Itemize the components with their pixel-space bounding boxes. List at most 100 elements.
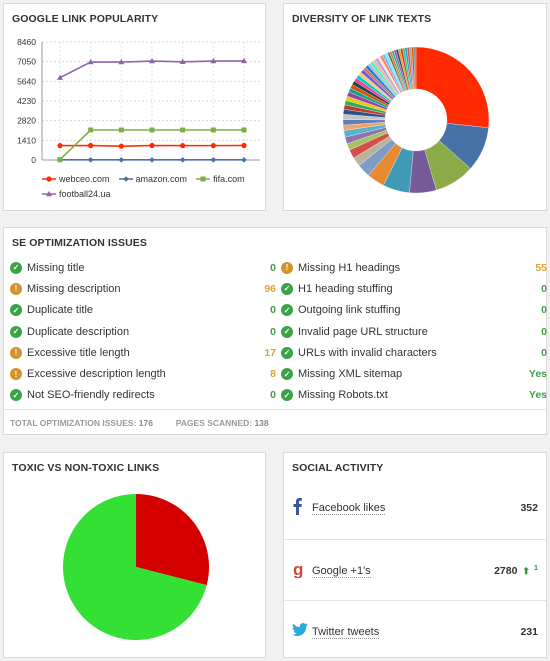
warning-icon: ! xyxy=(281,261,293,274)
issue-label: Missing title xyxy=(27,261,85,274)
data-point-amazon.com[interactable] xyxy=(87,157,94,163)
issue-label: Not SEO-friendly redirects xyxy=(27,389,155,402)
check-icon: ✓ xyxy=(10,304,22,317)
issue-label: Missing XML sitemap xyxy=(298,368,403,381)
data-point-fifa.com[interactable] xyxy=(88,127,94,133)
toxic-links-slice[interactable] xyxy=(136,494,209,586)
legend-marker[interactable] xyxy=(46,176,52,182)
issue-row[interactable]: ✓ Missing title 0 xyxy=(10,257,276,278)
issue-row[interactable]: ! Missing description 96 xyxy=(10,278,276,299)
data-point-amazon.com[interactable] xyxy=(210,157,217,163)
svg-text:g: g xyxy=(293,560,303,578)
issue-row[interactable]: ✓ Duplicate title 0 xyxy=(10,300,276,321)
check-icon: ✓ xyxy=(10,389,22,402)
legend-marker[interactable] xyxy=(46,190,52,197)
issue-value: 0 xyxy=(541,325,547,338)
data-point-football24.ua[interactable] xyxy=(118,58,125,65)
se-issues-title: SE OPTIMIZATION ISSUES xyxy=(12,237,148,249)
data-point-fifa.com[interactable] xyxy=(241,127,247,133)
issue-row[interactable]: ✓ Missing XML sitemap Yes xyxy=(281,363,547,384)
legend-item-football24.ua[interactable]: football24.ua xyxy=(42,187,111,201)
data-point-amazon.com[interactable] xyxy=(149,157,155,163)
legend-label: webceo.com xyxy=(59,174,110,184)
twitter-icon xyxy=(292,623,308,642)
social-label-google[interactable]: Google +1's xyxy=(312,565,371,578)
issue-label: Missing H1 headings xyxy=(298,261,401,274)
data-point-fifa.com[interactable] xyxy=(149,127,155,133)
data-point-football24.ua[interactable] xyxy=(210,57,217,64)
link-text-slice[interactable] xyxy=(413,46,417,90)
toxic-links-slice[interactable] xyxy=(62,494,207,640)
data-point-webceo.com[interactable] xyxy=(241,142,247,149)
issue-row[interactable]: ✓ H1 heading stuffing 0 xyxy=(281,278,547,299)
issue-row[interactable]: ✓ URLs with invalid characters 0 xyxy=(281,342,547,363)
legend-marker[interactable] xyxy=(122,176,129,182)
data-point-football24.ua[interactable] xyxy=(241,57,247,64)
issue-label: Duplicate title xyxy=(27,304,94,317)
legend-item-amazon.com[interactable]: amazon.com xyxy=(118,172,187,186)
warning-icon: ! xyxy=(10,368,22,381)
data-point-webceo.com[interactable] xyxy=(57,143,63,149)
link-text-slice[interactable] xyxy=(415,46,490,128)
issue-label: Excessive title length xyxy=(27,346,130,359)
legend-item-fifa.com[interactable]: fifa.com xyxy=(196,172,245,186)
issue-label: H1 heading stuffing xyxy=(298,282,393,295)
toxic-links-panel: TOXIC VS NON-TOXIC LINKS xyxy=(3,452,266,658)
link-popularity-panel: GOOGLE LINK POPULARITY 0 1410 2820 4230 5640… xyxy=(3,3,266,211)
issue-label: Missing description xyxy=(27,282,121,295)
data-point-fifa.com[interactable] xyxy=(57,157,63,163)
pages-scanned-value: 138 xyxy=(254,418,269,428)
link-popularity-chart: 0 1410 2820 4230 5640 7050 8460 xyxy=(17,37,260,165)
link-popularity-title: GOOGLE LINK POPULARITY xyxy=(12,13,159,25)
issue-row[interactable]: ✓ Outgoing link stuffing 0 xyxy=(281,300,547,321)
data-point-football24.ua[interactable] xyxy=(87,58,94,65)
social-value-google: 2780 ⬆ 1 xyxy=(494,563,538,577)
data-point-football24.ua[interactable] xyxy=(57,74,63,80)
issue-row[interactable]: ✓ Invalid page URL structure 0 xyxy=(281,321,547,342)
issue-row[interactable]: ! Excessive title length 17 xyxy=(10,342,276,363)
issue-value: 17 xyxy=(264,346,276,359)
issue-row[interactable]: ✓ Duplicate description 0 xyxy=(10,321,276,342)
link-popularity-legend: webceo.com amazon.com fifa.com football24.u… xyxy=(42,172,262,202)
issue-value: 55 xyxy=(535,261,547,274)
legend-swatch xyxy=(118,176,133,182)
data-point-football24.ua[interactable] xyxy=(179,58,186,65)
legend-marker[interactable] xyxy=(200,176,206,182)
check-icon: ✓ xyxy=(10,325,22,338)
data-point-fifa.com[interactable] xyxy=(210,127,216,133)
check-icon: ✓ xyxy=(281,304,293,317)
data-point-webceo.com[interactable] xyxy=(210,143,216,149)
issue-row[interactable]: ✓ Missing Robots.txt Yes xyxy=(281,385,547,406)
data-point-amazon.com[interactable] xyxy=(179,157,186,163)
data-point-webceo.com[interactable] xyxy=(149,142,155,149)
y-tick-label: 2820 xyxy=(17,116,36,126)
data-point-webceo.com[interactable] xyxy=(180,143,186,149)
issue-value: 8 xyxy=(270,368,276,381)
legend-item-webceo.com[interactable]: webceo.com xyxy=(42,172,110,186)
issue-label: Outgoing link stuffing xyxy=(298,304,401,317)
y-tick-label: 0 xyxy=(31,155,36,165)
issue-label: Invalid page URL structure xyxy=(298,325,428,338)
data-point-webceo.com[interactable] xyxy=(88,142,94,149)
link-text-diversity-panel: DIVERSITY OF LINK TEXTS xyxy=(283,3,547,211)
issue-row[interactable]: ! Missing H1 headings 55 xyxy=(281,257,547,278)
issues-right-column: ! Missing H1 headings 55 ✓ H1 heading stuffi… xyxy=(281,257,547,406)
pages-scanned-label: PAGES SCANNED: xyxy=(175,418,253,428)
issue-value: 0 xyxy=(270,325,276,338)
link-text-diversity-chart xyxy=(342,46,490,194)
issue-row[interactable]: ✓ Not SEO-friendly redirects 0 xyxy=(10,385,276,406)
social-activity-panel: SOCIAL ACTIVITY Facebook likes 352 g Goo… xyxy=(283,452,547,658)
data-point-football24.ua[interactable] xyxy=(149,57,155,64)
social-value-twitter: 231 xyxy=(520,626,538,638)
check-icon: ✓ xyxy=(281,368,293,381)
data-point-amazon.com[interactable] xyxy=(241,157,247,163)
social-label-twitter[interactable]: Twitter tweets xyxy=(312,626,380,639)
facebook-icon xyxy=(292,497,304,520)
issue-value: 0 xyxy=(541,282,547,295)
social-label-facebook[interactable]: Facebook likes xyxy=(312,502,386,515)
data-point-amazon.com[interactable] xyxy=(118,157,125,163)
data-point-fifa.com[interactable] xyxy=(118,127,124,133)
data-point-fifa.com[interactable] xyxy=(180,127,186,133)
issue-row[interactable]: ! Excessive description length 8 xyxy=(10,363,276,384)
data-point-webceo.com[interactable] xyxy=(118,143,124,149)
